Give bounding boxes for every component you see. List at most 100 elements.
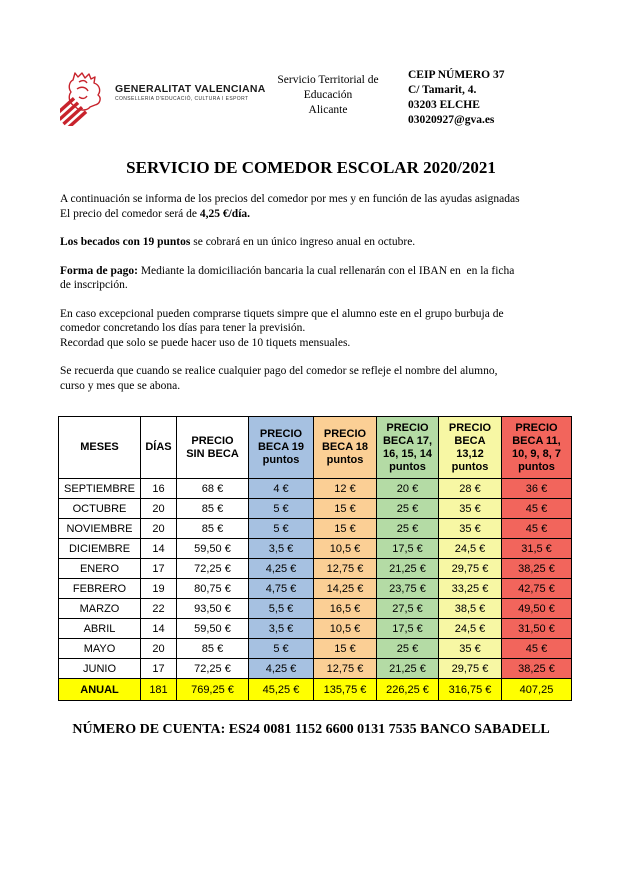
table-cell: 21,25 € (376, 558, 439, 579)
table-row: DICIEMBRE 14 59,50 €3,5 €10,5 €17,5 €24,5 … (58, 538, 572, 559)
table-cell: 20 € (376, 478, 439, 499)
table-header-row: MESES DÍAS PRECIO SIN BECA PRECIO BECA 19 p… (58, 416, 572, 479)
table-cell: 22 (140, 598, 177, 619)
table-cell: 68 € (176, 478, 249, 499)
table-cell: 59,50 € (176, 538, 249, 559)
table-cell: SEPTIEMBRE (58, 478, 141, 499)
table-cell: 14,25 € (313, 578, 377, 599)
table-cell: 5 € (248, 638, 314, 659)
bank-account-line: NÚMERO DE CUENTA: ES24 0081 1152 6600 01… (72, 722, 550, 737)
table-cell: 17 (140, 558, 177, 579)
table-total-cell: 226,25 € (376, 678, 439, 701)
table-cell: 38,5 € (438, 598, 502, 619)
paragraph: En caso excepcional pueden comprarse tiq… (60, 307, 622, 351)
generalitat-emblem-icon (54, 68, 105, 130)
table-cell: 21,25 € (376, 658, 439, 679)
table-cell: FEBRERO (58, 578, 141, 599)
table-header-cell: MESES (58, 416, 141, 479)
paragraph-text: A continuación se informa de los precios… (60, 193, 520, 220)
table-cell: 19 (140, 578, 177, 599)
table-total-cell: 135,75 € (313, 678, 377, 701)
price-table: MESES DÍAS PRECIO SIN BECA PRECIO BECA 19 p… (58, 416, 572, 701)
table-cell: 3,5 € (248, 618, 314, 639)
paragraphs: A continuación se informa de los precios… (60, 192, 622, 393)
table-cell: 49,50 € (501, 598, 572, 619)
table-cell: 10,5 € (313, 618, 377, 639)
paragraph: Se recuerda que cuando se realice cualqu… (60, 364, 622, 393)
table-total-row: ANUAL 181 769,25 €45,25 €135,75 €226,25 €3… (58, 678, 572, 701)
table-cell: 25 € (376, 498, 439, 519)
logo-subname: CONSELLERIA D'EDUCACIÓ, CULTURA I ESPORT (115, 96, 249, 102)
table-header-cell: PRECIO SIN BECA (176, 416, 249, 479)
table-header-cell: PRECIO BECA 11, 10, 9, 8, 7 puntos (501, 416, 572, 479)
table-cell: ENERO (58, 558, 141, 579)
paragraph: Forma de pago: Mediante la domiciliación… (60, 264, 622, 293)
table-cell: 17,5 € (376, 538, 439, 559)
paragraph-text-bold: Forma de pago: (60, 264, 138, 277)
table-cell: 20 (140, 518, 177, 539)
table-total-cell: ANUAL (58, 678, 141, 701)
table-cell: 42,75 € (501, 578, 572, 599)
paragraph-text-bold: Los becados con 19 puntos (60, 236, 191, 248)
table-cell: 45 € (501, 518, 572, 539)
table-cell: 31,5 € (501, 538, 572, 559)
price-table-head: MESES DÍAS PRECIO SIN BECA PRECIO BECA 19 p… (58, 416, 572, 479)
table-cell: 28 € (438, 478, 502, 499)
table-cell: 35 € (438, 518, 502, 539)
table-cell: 5,5 € (248, 598, 314, 619)
table-cell: 4,25 € (248, 558, 314, 579)
table-cell: 25 € (376, 638, 439, 659)
document-header: GENERALITAT VALENCIANA CONSELLERIA D'EDU… (0, 0, 622, 140)
table-row: SEPTIEMBRE 16 68 €4 €12 €20 €28 €36 € (58, 478, 572, 499)
table-cell: 16,5 € (313, 598, 377, 619)
paragraph-text: Se recuerda que cuando se realice cualqu… (60, 365, 498, 392)
price-table-body: SEPTIEMBRE 16 68 €4 €12 €20 €28 €36 € OCTUB… (58, 478, 572, 701)
table-cell: 23,75 € (376, 578, 439, 599)
table-row: ENERO 17 72,25 €4,25 €12,75 €21,25 €29,75 … (58, 558, 572, 579)
table-row: ABRIL 14 59,50 €3,5 €10,5 €17,5 €24,5 €31,… (58, 618, 572, 639)
table-cell: 72,25 € (176, 558, 249, 579)
table-row: NOVIEMBRE 20 85 €5 €15 €25 €35 €45 € (58, 518, 572, 539)
table-cell: 10,5 € (313, 538, 377, 559)
table-cell: DICIEMBRE (58, 538, 141, 559)
table-cell: 5 € (248, 518, 314, 539)
table-total-cell: 316,75 € (438, 678, 502, 701)
table-cell: 20 (140, 638, 177, 659)
table-cell: 15 € (313, 518, 377, 539)
table-cell: 45 € (501, 498, 572, 519)
table-header-cell: PRECIO BECA 18 puntos (313, 416, 377, 479)
table-cell: 29,75 € (438, 558, 502, 579)
table-row: MAYO 20 85 €5 €15 €25 €35 €45 € (58, 638, 572, 659)
table-row: FEBRERO 19 80,75 €4,75 €14,25 €23,75 €33,2… (58, 578, 572, 599)
table-cell: 72,25 € (176, 658, 249, 679)
paragraph: A continuación se informa de los precios… (60, 192, 622, 221)
table-total-cell: 769,25 € (176, 678, 249, 701)
table-cell: 85 € (176, 498, 249, 519)
table-cell: 24,5 € (438, 618, 502, 639)
school-address-block: CEIP NÚMERO 37 C/ Tamarit, 4. 03203 ELCH… (408, 69, 505, 126)
page-title: SERVICIO DE COMEDOR ESCOLAR 2020/2021 (126, 158, 496, 177)
table-cell: 80,75 € (176, 578, 249, 599)
table-cell: MARZO (58, 598, 141, 619)
table-cell: 17 (140, 658, 177, 679)
table-cell: 5 € (248, 498, 314, 519)
table-cell: 14 (140, 618, 177, 639)
table-row: JUNIO 17 72,25 €4,25 €12,75 €21,25 €29,75 … (58, 658, 572, 679)
table-cell: 35 € (438, 498, 502, 519)
table-cell: 4,75 € (248, 578, 314, 599)
logo-name: GENERALITAT VALENCIANA (115, 83, 266, 95)
table-cell: 38,25 € (501, 658, 572, 679)
table-cell: JUNIO (58, 658, 141, 679)
table-cell: 4,25 € (248, 658, 314, 679)
table-cell: 12,75 € (313, 658, 377, 679)
table-cell: 17,5 € (376, 618, 439, 639)
table-cell: 24,5 € (438, 538, 502, 559)
table-cell: 45 € (501, 638, 572, 659)
paragraph-text-bold: 4,25 €/día. (199, 207, 251, 220)
table-cell: 29,75 € (438, 658, 502, 679)
table-cell: 4 € (248, 478, 314, 499)
table-cell: 20 (140, 498, 177, 519)
paragraph-text: En caso excepcional pueden comprarse tiq… (60, 307, 504, 349)
table-cell: OCTUBRE (58, 498, 141, 519)
